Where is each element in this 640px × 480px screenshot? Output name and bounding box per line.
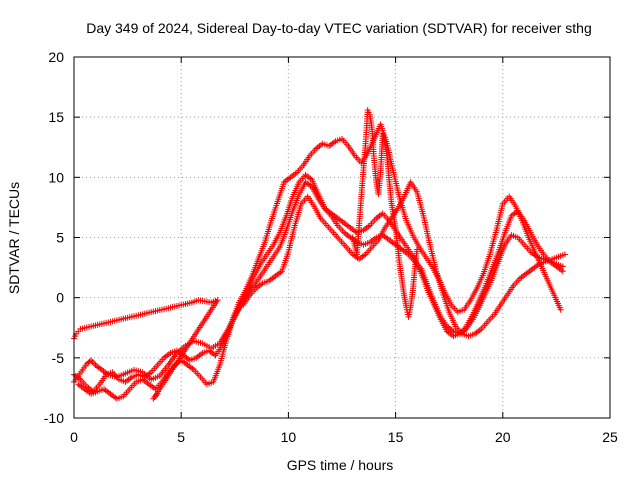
data-point	[559, 268, 566, 275]
series-track-a	[71, 171, 566, 385]
axis-ticks: 0 5 10 15 20 25 -10 -5 0 5 10 15 20	[44, 49, 618, 445]
y-tick-label: -10	[44, 410, 64, 426]
data-point	[561, 251, 568, 258]
data-markers	[71, 106, 568, 402]
x-tick-label: 10	[281, 429, 297, 445]
y-tick-label: 15	[48, 109, 64, 125]
x-tick-label: 20	[495, 429, 511, 445]
grid-lines	[74, 57, 610, 418]
y-tick-label: 20	[48, 49, 64, 65]
series-track-d	[240, 179, 568, 340]
series-early-cluster	[71, 297, 221, 402]
x-tick-label: 25	[602, 429, 618, 445]
y-axis-label: SDTVAR / TECUs	[6, 182, 22, 294]
data-point	[557, 306, 564, 313]
chart-title: Day 349 of 2024, Sidereal Day-to-day VTE…	[86, 20, 592, 36]
y-tick-label: 0	[56, 290, 64, 306]
x-tick-label: 15	[388, 429, 404, 445]
x-tick-label: 5	[177, 429, 185, 445]
data-point	[414, 246, 421, 253]
series-spikes	[349, 106, 421, 320]
x-axis-label: GPS time / hours	[287, 457, 394, 473]
x-tick-label: 0	[70, 429, 78, 445]
data-point	[154, 390, 161, 397]
y-tick-label: -5	[52, 350, 65, 366]
y-tick-label: 5	[56, 230, 64, 246]
series-track-c	[75, 121, 564, 402]
y-tick-label: 10	[48, 169, 64, 185]
